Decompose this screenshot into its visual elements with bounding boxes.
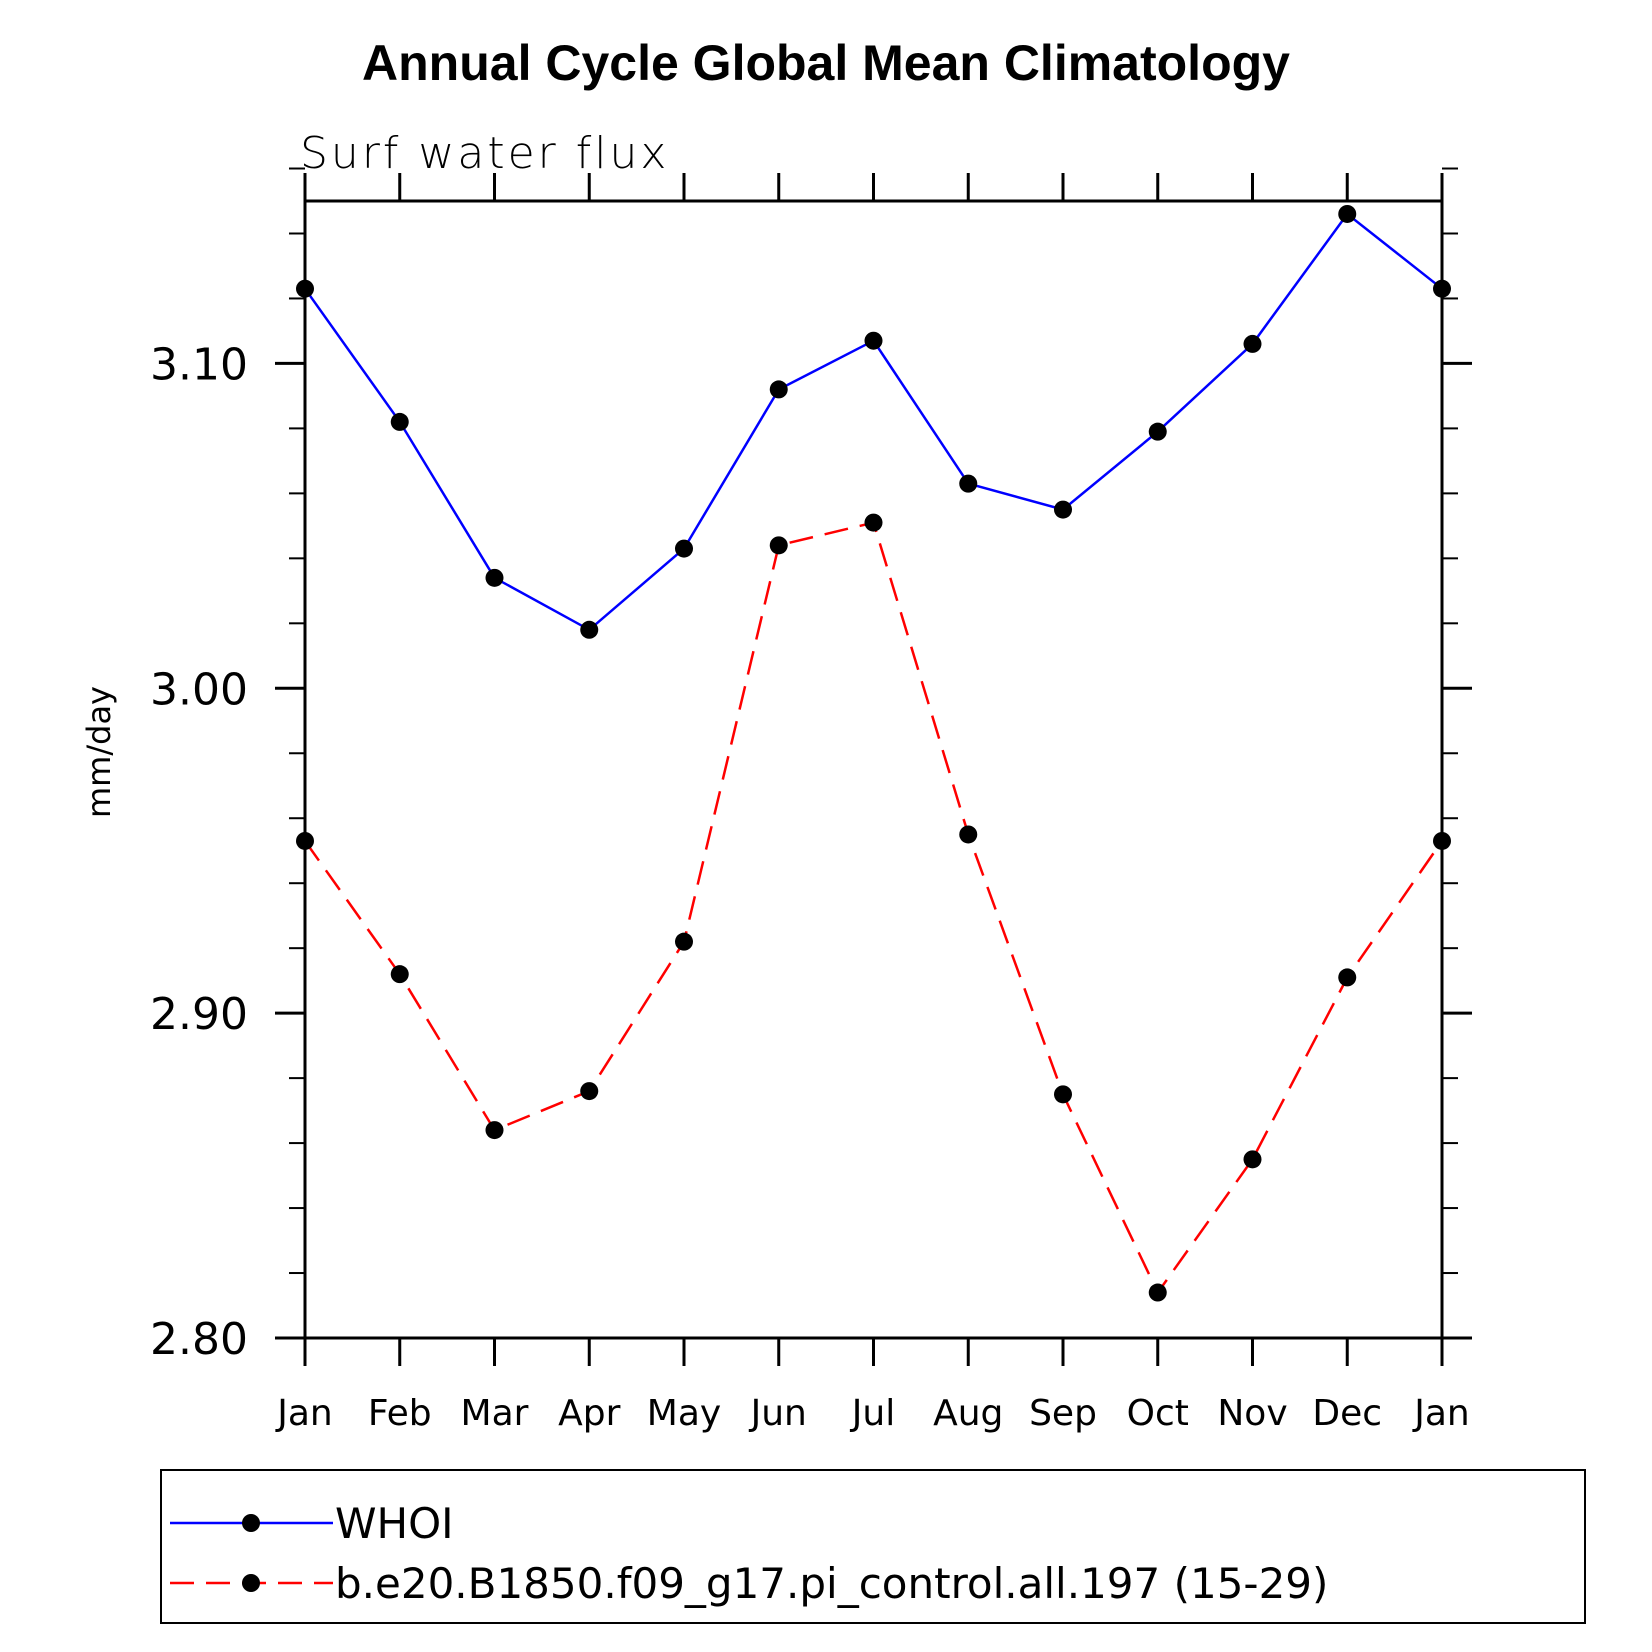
data-point-1 bbox=[1433, 831, 1451, 850]
y-axis-label: mm/day bbox=[80, 686, 118, 818]
data-point-1 bbox=[1148, 1283, 1167, 1302]
legend-marker-0 bbox=[242, 1514, 260, 1532]
data-point-1 bbox=[959, 825, 978, 844]
x-tick-label: Jan bbox=[275, 1393, 333, 1434]
data-point-1 bbox=[390, 965, 409, 984]
legend-box bbox=[160, 1469, 1586, 1624]
x-tick-label: Sep bbox=[1029, 1393, 1097, 1434]
x-tick-label: Nov bbox=[1217, 1393, 1287, 1434]
legend: WHOI b.e20.B1850.f09_g17.pi_control.all.1… bbox=[160, 1469, 1586, 1624]
data-point-1 bbox=[675, 932, 693, 951]
data-point-1 bbox=[1243, 1150, 1262, 1169]
data-point-0 bbox=[1054, 500, 1072, 519]
x-tick-label: Jul bbox=[850, 1393, 895, 1434]
data-point-1 bbox=[485, 1121, 504, 1140]
y-tick-label: 2.90 bbox=[150, 989, 248, 1040]
y-tick-label: 2.80 bbox=[150, 1314, 248, 1365]
data-point-0 bbox=[1243, 334, 1262, 353]
series-line-0 bbox=[303, 212, 1443, 632]
x-tick-label: Feb bbox=[368, 1393, 432, 1434]
data-point-1 bbox=[1054, 1085, 1072, 1104]
data-point-0 bbox=[485, 568, 504, 587]
data-point-0 bbox=[580, 620, 599, 639]
chart-subtitle: Surf water flux bbox=[300, 128, 669, 179]
data-point-0 bbox=[1148, 422, 1167, 441]
legend-label-0: WHOI bbox=[335, 1499, 454, 1548]
legend-marker-1 bbox=[242, 1574, 260, 1592]
data-point-1 bbox=[580, 1082, 599, 1101]
data-point-0 bbox=[769, 380, 788, 399]
y-tick-label: 3.10 bbox=[150, 339, 248, 390]
data-point-1 bbox=[1338, 968, 1357, 987]
y-tick-label: 3.00 bbox=[150, 664, 248, 715]
data-point-0 bbox=[959, 474, 978, 493]
data-point-0 bbox=[1433, 279, 1451, 298]
x-tick-label: Jun bbox=[749, 1393, 807, 1434]
x-tick-label: Jan bbox=[1412, 1393, 1470, 1434]
data-point-0 bbox=[1338, 204, 1357, 223]
data-point-0 bbox=[296, 279, 314, 298]
axes: Jan Feb Mar Apr May Jun Jul Aug Sep Oct Nov Dec Jan 2… bbox=[150, 167, 1472, 1434]
data-point-0 bbox=[675, 539, 693, 558]
legend-label-1: b.e20.B1850.f09_g17.pi_control.all.197 (… bbox=[335, 1559, 1328, 1608]
series-line-1 bbox=[303, 521, 1444, 1295]
data-point-1 bbox=[296, 831, 314, 850]
x-tick-label: Aug bbox=[933, 1393, 1003, 1434]
data-point-1 bbox=[864, 513, 883, 532]
data-point-0 bbox=[864, 331, 883, 350]
series-layer bbox=[296, 204, 1451, 1302]
x-tick-label: May bbox=[647, 1393, 721, 1434]
plot-area bbox=[303, 199, 1444, 1340]
x-tick-label: Oct bbox=[1127, 1393, 1189, 1434]
x-tick-label: Dec bbox=[1312, 1393, 1382, 1434]
data-point-0 bbox=[390, 412, 409, 431]
data-point-1 bbox=[769, 536, 788, 555]
chart-title: Annual Cycle Global Mean Climatology bbox=[362, 35, 1290, 91]
x-tick-label: Apr bbox=[558, 1393, 620, 1434]
x-tick-label: Mar bbox=[461, 1393, 529, 1434]
